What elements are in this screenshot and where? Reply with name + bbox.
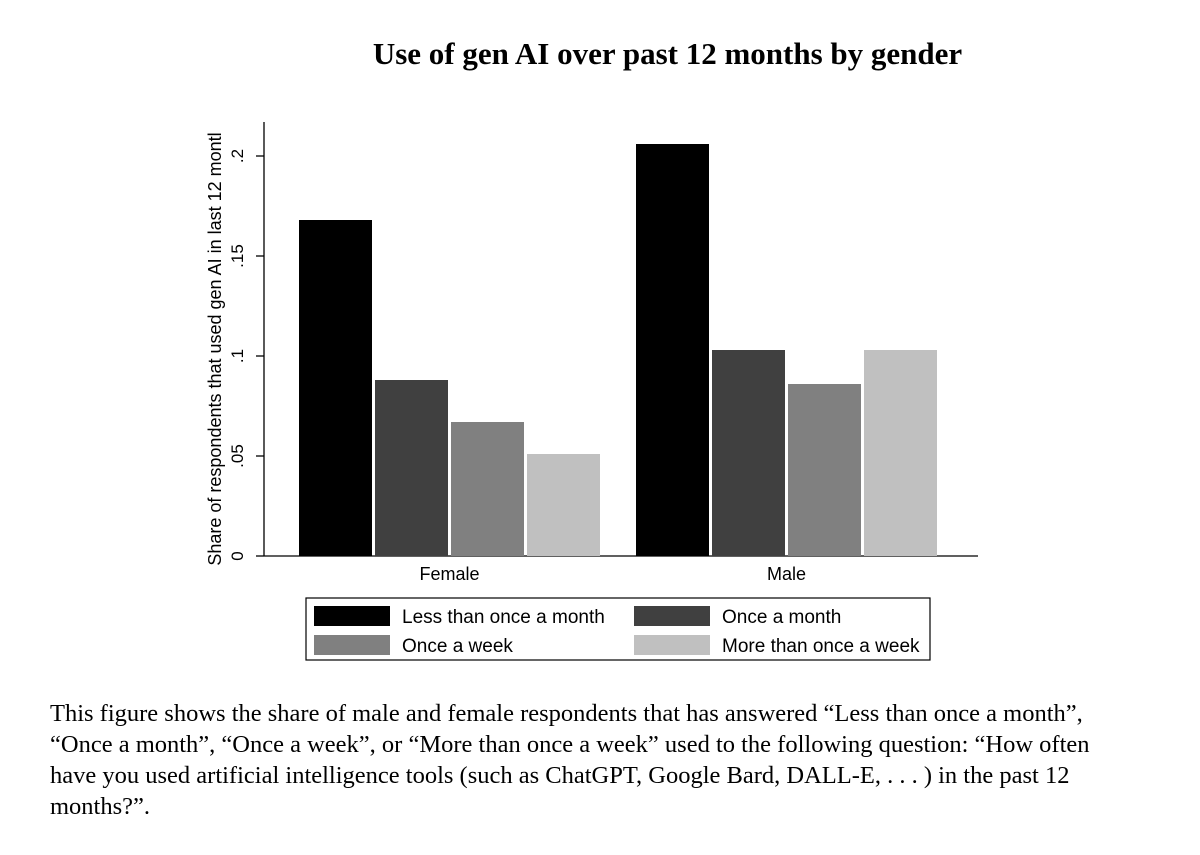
legend-label: Less than once a month: [402, 607, 605, 628]
bar-male-once-a-month: [712, 350, 785, 556]
legend-swatch: [634, 635, 710, 655]
y-tick-label: .15: [228, 244, 247, 268]
bar-male-once-a-week: [788, 384, 861, 556]
bar-chart: 0 .05 .1 .15 .2 Female Male Share of responde…: [205, 122, 978, 661]
bar-female-more-than-once-a-week: [527, 454, 600, 556]
legend-label: More than once a week: [722, 636, 920, 657]
y-tick-label: 0: [228, 551, 247, 560]
legend-swatch: [314, 606, 390, 626]
category-label: Female: [419, 564, 479, 584]
legend: Less than once a month Once a month Once a…: [305, 597, 931, 661]
category-labels: Female Male: [419, 564, 806, 584]
legend-label: Once a month: [722, 607, 841, 628]
y-tick-label: .2: [228, 149, 247, 163]
bar-female-once-a-month: [375, 380, 448, 556]
legend-label: Once a week: [402, 636, 513, 657]
bar-female-once-a-week: [451, 422, 524, 556]
y-tick-label: .1: [228, 349, 247, 363]
legend-box: [305, 597, 931, 661]
legend-swatch: [634, 606, 710, 626]
legend-swatch: [314, 635, 390, 655]
bars: [299, 144, 937, 556]
y-axis-label: Share of respondents that used gen AI in…: [205, 132, 225, 565]
bar-male-more-than-once-a-week: [864, 350, 937, 556]
bar-male-less-than-once-a-month: [636, 144, 709, 556]
bar-female-less-than-once-a-month: [299, 220, 372, 556]
y-tick-label: .05: [228, 444, 247, 468]
chart-title: Use of gen AI over past 12 months by gen…: [372, 36, 963, 71]
category-label: Male: [767, 564, 806, 584]
figure-caption: This figure shows the share of male and …: [50, 700, 1090, 820]
